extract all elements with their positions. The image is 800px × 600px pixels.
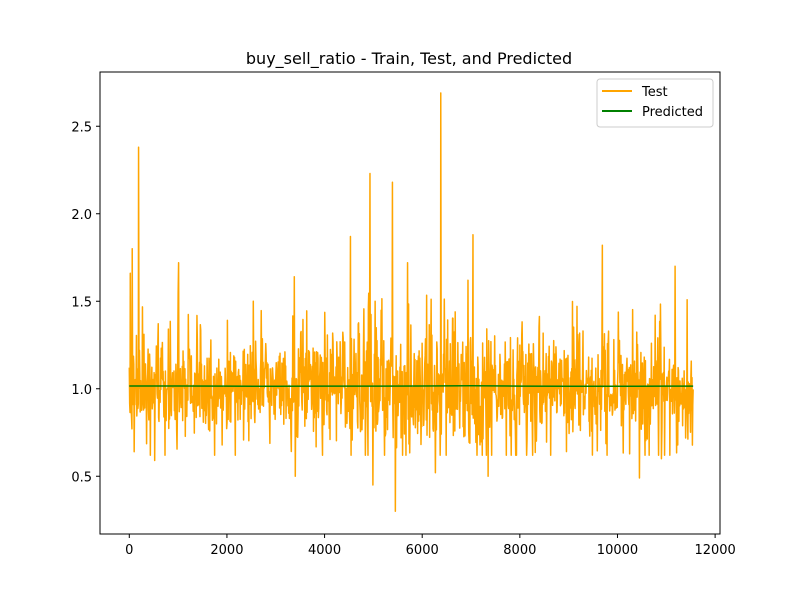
- series-line-predicted: [129, 385, 694, 388]
- x-tick-label: 8000: [503, 543, 536, 558]
- y-tick-label: 2.5: [71, 120, 92, 135]
- x-tick-label: 0: [125, 543, 133, 558]
- y-tick-label: 1.5: [71, 295, 92, 310]
- plot-frame: [99, 71, 721, 535]
- y-tick-label: 2.0: [71, 208, 92, 223]
- y-axis: 0.5 1.0 1.5 2.0 2.5: [71, 120, 100, 485]
- x-tick-label: 6000: [406, 543, 439, 558]
- x-axis: 0 2000 4000 6000 8000 10000 12000: [125, 534, 736, 558]
- y-tick-label: 1.0: [71, 383, 92, 398]
- x-tick-label: 12000: [694, 543, 735, 558]
- legend: Test Predicted: [596, 78, 714, 128]
- series-line-test: [128, 92, 694, 512]
- x-tick-label: 10000: [597, 543, 638, 558]
- plot-area: [99, 71, 721, 535]
- chart-title: buy_sell_ratio - Train, Test, and Predic…: [246, 49, 572, 69]
- x-tick-label: 4000: [308, 543, 341, 558]
- legend-label-test: Test: [641, 85, 668, 100]
- legend-label-predicted: Predicted: [642, 105, 703, 120]
- y-tick-label: 0.5: [71, 470, 92, 485]
- x-tick-label: 2000: [210, 543, 243, 558]
